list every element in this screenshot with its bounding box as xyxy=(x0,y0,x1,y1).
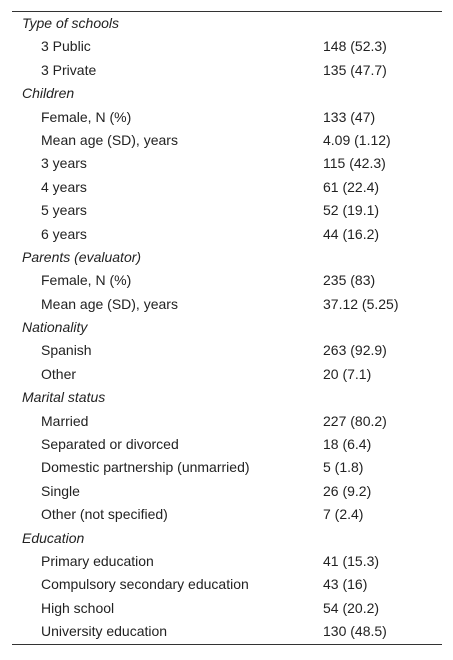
table-row: Spanish 263 (92.9) xyxy=(12,339,442,362)
table-row: Married 227 (80.2) xyxy=(12,410,442,433)
row-label: 3 years xyxy=(41,155,87,172)
row-label: Compulsory secondary education xyxy=(41,576,249,593)
row-value: 133 (47) xyxy=(323,108,376,125)
table-row: Other (not specified) 7 (2.4) xyxy=(12,503,442,526)
row-value: 18 (6.4) xyxy=(323,436,372,453)
table-row: 3 Private 135 (47.7) xyxy=(12,59,442,82)
table-row: 4 years 61 (22.4) xyxy=(12,176,442,199)
row-value: 148 (52.3) xyxy=(323,38,387,55)
table-row: 3 years 115 (42.3) xyxy=(12,152,442,175)
row-value: 54 (20.2) xyxy=(323,599,380,616)
row-label: High school xyxy=(41,599,115,616)
section-header: Education xyxy=(22,529,85,546)
row-label: Separated or divorced xyxy=(41,436,179,453)
table-row: Primary education 41 (15.3) xyxy=(12,550,442,573)
row-label: 3 Public xyxy=(41,38,91,55)
row-label: 6 years xyxy=(41,225,87,242)
row-label: Female, N (%) xyxy=(41,108,132,125)
section-header: Parents (evaluator) xyxy=(22,248,142,265)
row-label: 4 years xyxy=(41,178,87,195)
row-value: 263 (92.9) xyxy=(323,342,387,359)
row-label: Female, N (%) xyxy=(41,272,132,289)
table-row: Female, N (%) 235 (83) xyxy=(12,269,442,292)
row-value: 41 (15.3) xyxy=(323,552,380,569)
table-row: Compulsory secondary education 43 (16) xyxy=(12,573,442,596)
section-header: Marital status xyxy=(22,389,106,406)
row-value: 37.12 (5.25) xyxy=(323,295,399,312)
table-row: Mean age (SD), years 4.09 (1.12) xyxy=(12,129,442,152)
table-row: Female, N (%) 133 (47) xyxy=(12,106,442,129)
row-value: 26 (9.2) xyxy=(323,482,372,499)
row-value: 20 (7.1) xyxy=(323,365,372,382)
row-value: 4.09 (1.12) xyxy=(323,131,391,148)
row-value: 135 (47.7) xyxy=(323,61,387,78)
table-row: Single 26 (9.2) xyxy=(12,480,442,503)
table-row: Other 20 (7.1) xyxy=(12,363,442,386)
row-label: 3 Private xyxy=(41,61,97,78)
row-value: 235 (83) xyxy=(323,272,376,289)
row-label: Primary education xyxy=(41,552,154,569)
row-label: Mean age (SD), years xyxy=(41,295,178,312)
table-row: Mean age (SD), years 37.12 (5.25) xyxy=(12,293,442,316)
row-value: 43 (16) xyxy=(323,576,368,593)
row-label: Other xyxy=(41,365,77,382)
table-row: Domestic partnership (unmarried) 5 (1.8) xyxy=(12,456,442,479)
table: Type of schools 3 Public 148 (52.3) 3 Priva… xyxy=(12,11,442,645)
row-value: 115 (42.3) xyxy=(323,155,386,172)
row-value: 130 (48.5) xyxy=(323,623,387,640)
row-label: Married xyxy=(41,412,89,429)
table-row: High school 54 (20.2) xyxy=(12,597,442,620)
row-label: Other (not specified) xyxy=(41,506,168,523)
table-row: University education 130 (48.5) xyxy=(12,620,442,643)
row-value: 5 (1.8) xyxy=(323,459,364,476)
section-header: Type of schools xyxy=(22,15,120,31)
row-value: 7 (2.4) xyxy=(323,506,364,523)
row-label: 5 years xyxy=(41,202,87,219)
table-row: Separated or divorced 18 (6.4) xyxy=(12,433,442,456)
section-header: Children xyxy=(22,85,75,102)
row-value: 61 (22.4) xyxy=(323,178,380,195)
row-value: 44 (16.2) xyxy=(323,225,380,242)
table-row: 3 Public 148 (52.3) xyxy=(12,35,442,58)
row-label: Spanish xyxy=(41,342,92,359)
section-header: Nationality xyxy=(22,319,88,336)
row-label: Single xyxy=(41,482,80,499)
table-row: 6 years 44 (16.2) xyxy=(12,223,442,246)
row-label: University education xyxy=(41,623,168,640)
table-row: 5 years 52 (19.1) xyxy=(12,199,442,222)
row-value: 52 (19.1) xyxy=(323,202,380,219)
row-value: 227 (80.2) xyxy=(323,412,387,429)
row-label: Domestic partnership (unmarried) xyxy=(41,459,250,476)
row-label: Mean age (SD), years xyxy=(41,131,178,148)
